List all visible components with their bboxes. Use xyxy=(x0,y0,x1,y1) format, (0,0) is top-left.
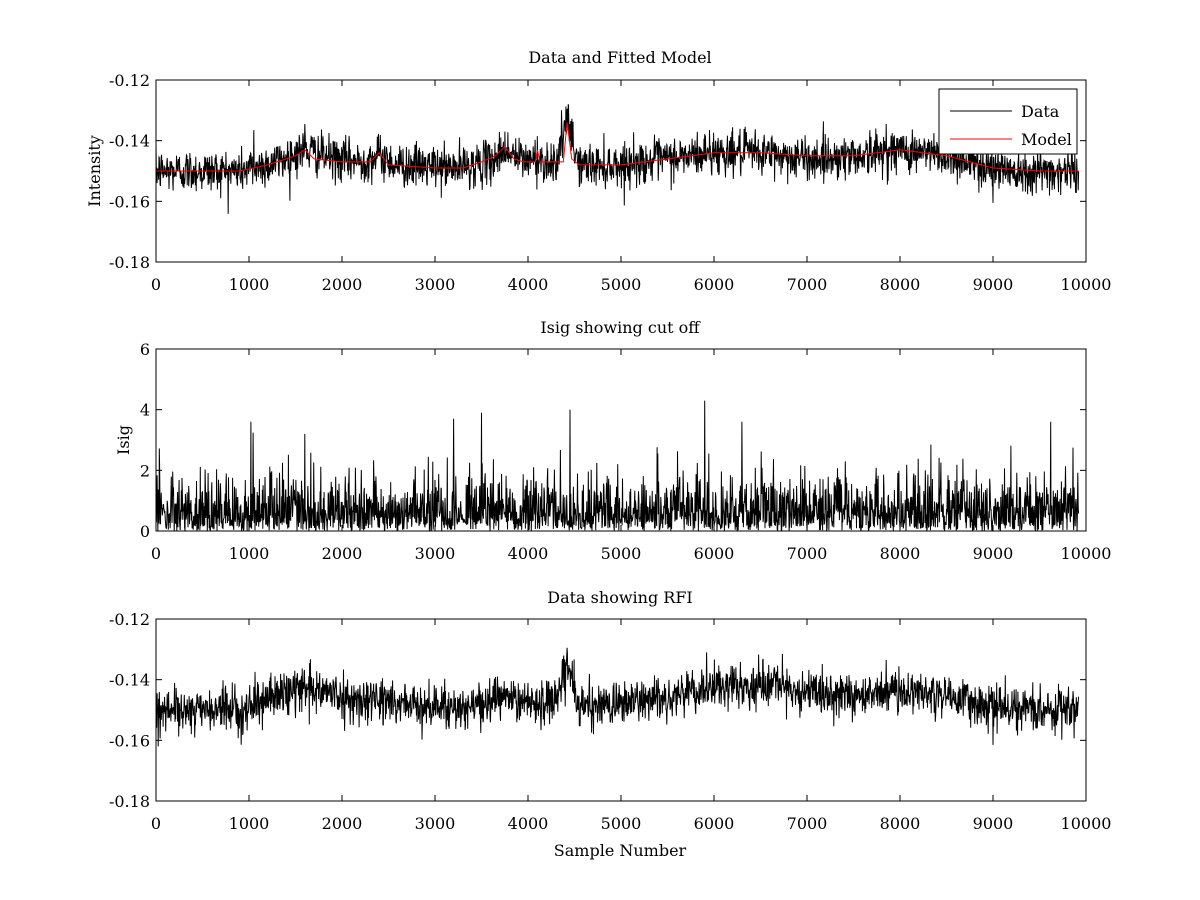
legend-box xyxy=(938,88,1078,155)
x-tick-label: 4000 xyxy=(508,544,549,563)
y-tick-label: 6 xyxy=(140,340,150,359)
x-tick-label: 2000 xyxy=(322,544,363,563)
x-tick-label: 3000 xyxy=(415,275,456,294)
x-tick-label: 8000 xyxy=(880,275,921,294)
x-tick-label: 6000 xyxy=(694,544,735,563)
panel-data-showing-rfi: Data showing RFI 0 1000 2000 3000 4000 5000 60… xyxy=(109,588,1111,860)
x-tick-label: 8000 xyxy=(880,544,921,563)
y-tick-label: -0.18 xyxy=(109,253,150,272)
panel-title: Isig showing cut off xyxy=(540,318,701,337)
x-tick-label: 9000 xyxy=(973,544,1014,563)
plot-area xyxy=(156,104,1080,214)
x-tick-label: 3000 xyxy=(415,814,456,833)
x-tick-label: 9000 xyxy=(973,275,1014,294)
series-line-data xyxy=(156,647,1080,747)
x-tick-label: 5000 xyxy=(601,275,642,294)
panel-title: Data showing RFI xyxy=(547,588,692,607)
ticks: 0 1000 2000 3000 4000 5000 6000 7000 8000 9000 100… xyxy=(140,340,1112,563)
ticks: 0 1000 2000 3000 4000 5000 6000 7000 8000 9000 100… xyxy=(109,71,1111,294)
legend-label-model: Model xyxy=(1021,130,1072,149)
x-tick-label: 6000 xyxy=(694,275,735,294)
x-tick-label: 1000 xyxy=(229,544,270,563)
x-tick-label: 0 xyxy=(151,275,161,294)
x-tick-label: 4000 xyxy=(508,814,549,833)
y-tick-label: 4 xyxy=(140,401,150,420)
x-tick-label: 9000 xyxy=(973,814,1014,833)
series-line-model xyxy=(156,122,1079,172)
x-tick-label: 3000 xyxy=(415,544,456,563)
x-tick-label: 4000 xyxy=(508,275,549,294)
y-tick-label: -0.14 xyxy=(109,671,150,690)
x-tick-label: 5000 xyxy=(601,814,642,833)
x-tick-label: 1000 xyxy=(229,814,270,833)
x-tick-label: 10000 xyxy=(1061,544,1112,563)
panel-data-and-fitted-model: Data and Fitted Model Intensity 0 1000 200… xyxy=(85,48,1111,294)
x-tick-label: 5000 xyxy=(601,544,642,563)
y-tick-label: -0.14 xyxy=(109,132,150,151)
y-axis-label: Isig xyxy=(114,425,133,455)
x-tick-label: 2000 xyxy=(322,275,363,294)
x-tick-label: 0 xyxy=(151,544,161,563)
x-tick-label: 1000 xyxy=(229,275,270,294)
legend: Data Model xyxy=(938,88,1078,155)
x-tick-label: 7000 xyxy=(787,275,828,294)
x-tick-label: 2000 xyxy=(322,814,363,833)
y-tick-label: -0.12 xyxy=(109,71,150,90)
legend-label-data: Data xyxy=(1021,102,1060,121)
y-tick-label: -0.18 xyxy=(109,792,150,811)
plot-area xyxy=(156,400,1080,531)
x-tick-label: 10000 xyxy=(1061,275,1112,294)
y-tick-label: -0.12 xyxy=(109,610,150,629)
y-tick-label: -0.16 xyxy=(109,731,150,750)
x-tick-label: 7000 xyxy=(787,814,828,833)
x-tick-label: 6000 xyxy=(694,814,735,833)
x-tick-label: 8000 xyxy=(880,814,921,833)
x-tick-label: 10000 xyxy=(1061,814,1112,833)
ticks: 0 1000 2000 3000 4000 5000 6000 7000 8000 9000 100… xyxy=(109,610,1111,833)
plot-area xyxy=(156,647,1080,747)
panel-title: Data and Fitted Model xyxy=(528,48,711,67)
x-tick-label: 7000 xyxy=(787,544,828,563)
y-tick-label: 2 xyxy=(140,461,150,480)
panel-isig-showing-cut-off: Isig showing cut off Isig 0 1000 2000 3000 4… xyxy=(114,318,1111,563)
y-tick-label: -0.16 xyxy=(109,192,150,211)
y-axis-label: Intensity xyxy=(85,135,104,207)
x-tick-label: 0 xyxy=(151,814,161,833)
y-tick-label: 0 xyxy=(140,522,150,541)
series-line-isig xyxy=(156,400,1080,531)
x-axis-label: Sample Number xyxy=(554,841,687,860)
